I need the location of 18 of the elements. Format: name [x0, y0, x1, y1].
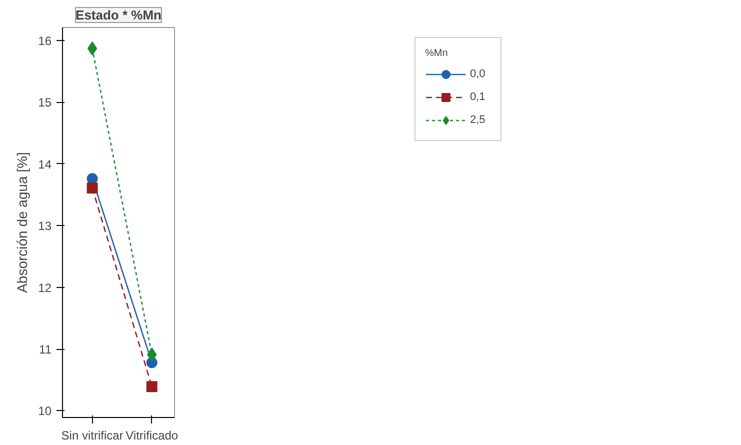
- y-tick-label: 12: [38, 280, 52, 295]
- x-tick-label: Vitrificado: [126, 428, 178, 442]
- legend-title: %Mn: [425, 48, 449, 59]
- x-tick-label: Sin vitrificar: [61, 428, 124, 442]
- y-tick-label: 11: [39, 342, 52, 357]
- y-tick-label: 13: [38, 219, 52, 234]
- y-tick-label: 14: [38, 157, 52, 172]
- legend-label: 0,0: [470, 68, 486, 80]
- legend-label: 2,5: [470, 114, 486, 126]
- y-tick-label: 16: [38, 34, 52, 48]
- y-tick-label: 10: [38, 404, 52, 418]
- point: [87, 41, 98, 56]
- point: [86, 182, 98, 194]
- point: [146, 381, 158, 392]
- y-tick-label: 15: [38, 96, 52, 110]
- chart-title: Estado * %Mn: [76, 8, 162, 22]
- y-axis-title: Absorción de agua [%]: [14, 152, 30, 293]
- legend-label: 0,1: [470, 91, 486, 103]
